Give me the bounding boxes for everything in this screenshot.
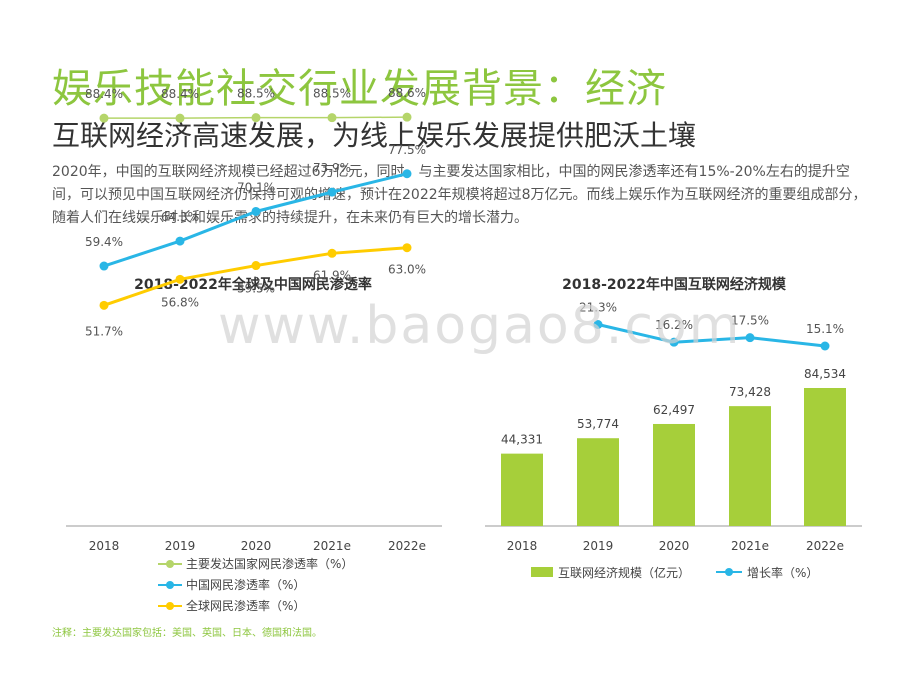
chart1-title: 2018-2022年全球及中国网民渗透率 [134,276,372,293]
chart2-bar [653,423,695,526]
chart2-bar [577,438,619,526]
chart2-x-tick-label: 2020 [659,539,690,553]
watermark: www.baogao8.com [218,296,742,356]
chart1-legend-label: 主要发达国家网民渗透率（%） [186,556,353,571]
chart1-legend-marker [166,560,174,568]
chart2-x-tick-label: 2018 [507,539,538,553]
chart1-legend-label: 全球网民渗透率（%） [186,598,305,613]
chart2-legend-bar-label: 互联网经济规模（亿元） [558,565,690,580]
chart2-bar [804,388,846,526]
chart1-x-tick-label: 2021e [313,539,351,553]
chart1-data-point [99,261,109,271]
chart2-legend-line-label: 增长率（%） [747,565,818,580]
chart1-x-tick-label: 2022e [388,539,426,553]
chart1-data-point [175,236,185,246]
chart2-bar-label: 44,331 [501,433,543,447]
chart2-bar-label: 84,534 [804,367,846,381]
chart1-x-tick-label: 2018 [89,539,120,553]
chart2-x-tick-label: 2019 [583,539,614,553]
chart1-x-tick-label: 2020 [241,539,272,553]
chart2-bar [501,453,543,526]
chart2-bar [729,406,771,526]
chart1-data-label: 61.9% [313,268,351,282]
chart1-data-label: 59.4% [85,235,123,249]
footnote: 注释：主要发达国家包括：美国、英国、日本、德国和法国。 [52,628,322,639]
chart1-data-label: 51.7% [85,324,123,338]
chart2-bar-label: 73,428 [729,385,771,399]
chart1-x-tick-label: 2019 [165,539,196,553]
chart2-bar-label: 62,497 [653,403,695,417]
chart2-growth-point [745,333,755,343]
chart2-growth-point [820,341,830,351]
page-subtitle: 互联网经济高速发展，为线上娱乐发展提供肥沃土壤 [52,119,697,152]
chart1-legend-marker [166,581,174,589]
chart1-data-point [99,300,109,310]
chart1-legend-marker [166,602,174,610]
chart2-title: 2018-2022年中国互联网经济规模 [562,276,787,293]
chart2-x-tick-label: 2021e [731,539,769,553]
chart1-legend-label: 中国网民渗透率（%） [186,577,305,592]
chart1-data-point [402,243,412,253]
chart2-growth-label: 15.1% [806,322,844,336]
chart1-data-point [327,248,337,258]
chart1-data-label: 63.0% [388,263,426,277]
chart2-legend-marker [725,568,733,576]
chart2-legend-bar-swatch [531,567,553,577]
chart1-data-label: 59.5% [237,282,275,296]
chart2-bar-label: 53,774 [577,417,619,431]
page-title: 娱乐技能社交行业发展背景：经济 [52,66,667,112]
chart1-data-point [175,274,185,284]
chart1-data-label: 56.8% [161,295,199,309]
description-paragraph: 2020年，中国的互联网经济规模已经超过6万亿元，同时，与主要发达国家相比，中国… [52,164,867,226]
chart2-x-tick-label: 2022e [806,539,844,553]
chart1-data-point [251,261,261,271]
